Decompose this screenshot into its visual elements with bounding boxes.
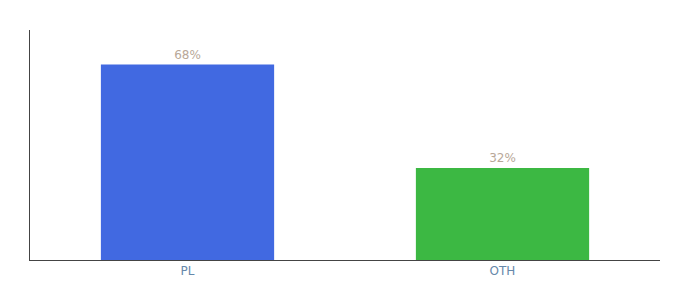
svg-text:PL: PL [181,264,195,278]
svg-text:68%: 68% [174,48,201,62]
svg-text:OTH: OTH [490,264,516,278]
svg-text:32%: 32% [489,151,516,165]
